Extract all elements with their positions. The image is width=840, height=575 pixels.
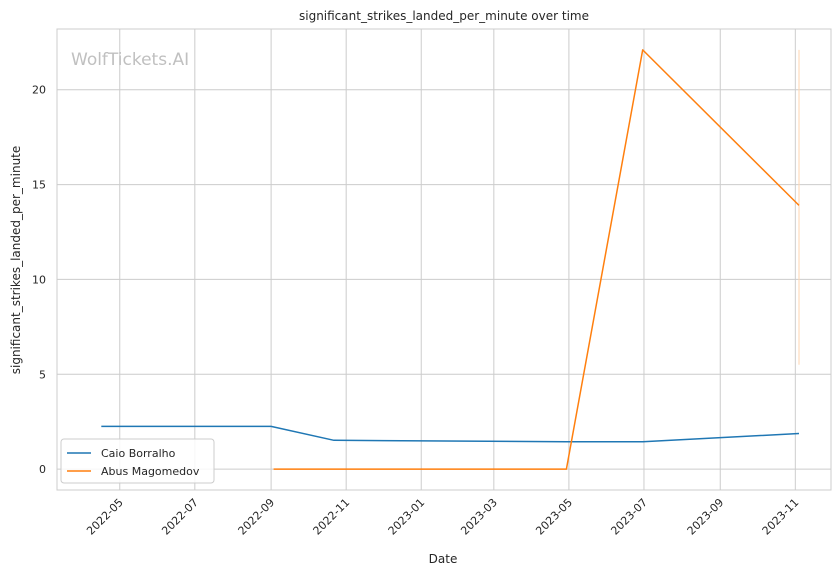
y-tick-label: 5 <box>39 368 46 381</box>
legend-label-caio-borralho: Caio Borralho <box>101 447 176 460</box>
legend-box <box>60 438 215 484</box>
y-tick-label: 15 <box>32 179 46 192</box>
legend-label-abus-magomedov: Abus Magomedov <box>101 465 200 478</box>
series-line-abus-magomedov <box>273 49 800 470</box>
y-tick-label: 20 <box>32 84 46 97</box>
x-axis-label: Date <box>429 552 458 566</box>
y-tick-label: 10 <box>32 273 46 286</box>
watermark-text: WolfTickets.AI <box>71 50 189 70</box>
y-tick-label: 0 <box>39 463 46 476</box>
legend: Caio Borralho Abus Magomedov <box>60 438 215 484</box>
plot-frame <box>56 28 832 491</box>
series-line-caio-borralho <box>101 425 800 443</box>
y-axis-label: significant_strikes_landed_per_minute <box>9 146 23 375</box>
chart-title: significant_strikes_landed_per_minute ov… <box>299 9 589 23</box>
series-layer <box>101 49 800 470</box>
y-tick-labels: 0 5 10 15 20 <box>32 84 46 476</box>
